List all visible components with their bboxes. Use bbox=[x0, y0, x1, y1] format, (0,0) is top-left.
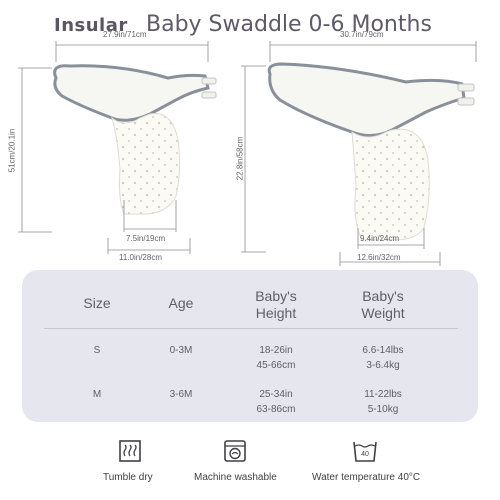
row-m-weight: 11-22lbs 5-10kg bbox=[343, 387, 423, 417]
header-height: Baby's Height bbox=[236, 288, 316, 322]
water-temperature-icon bbox=[353, 441, 377, 462]
row-s-height-in: 18-26in bbox=[259, 345, 293, 356]
row-m-age: 3-6M bbox=[169, 389, 193, 400]
swaddle-diagrams bbox=[18, 41, 477, 266]
washing-machine-icon bbox=[224, 440, 246, 462]
water-temperature-label: Water temperature 40°C bbox=[312, 472, 421, 483]
row-m-size: M bbox=[92, 389, 102, 400]
tumble-dry-icon bbox=[119, 440, 141, 462]
header-weight: Baby's Weight bbox=[343, 288, 423, 322]
row-s-age: 0-3M bbox=[169, 345, 193, 356]
header-age: Age bbox=[168, 295, 194, 311]
brand-logo: Insular bbox=[54, 15, 128, 36]
row-m-weight-lbs: 11-22lbs bbox=[364, 389, 402, 400]
row-s-size: S bbox=[93, 345, 101, 356]
medium-top-width-label: 30.7in/79cm bbox=[340, 30, 384, 39]
page-title: Baby Swaddle 0-6 Months bbox=[146, 12, 432, 37]
header-weight-line1: Baby's bbox=[362, 288, 404, 304]
medium-dimension-lines bbox=[241, 41, 477, 266]
small-top-width-label: 27.9in/71cm bbox=[103, 30, 147, 39]
temperature-badge: 40 bbox=[361, 451, 369, 458]
row-s-weight-lbs: 6.6-14lbs bbox=[362, 345, 404, 356]
header-height-line1: Baby's bbox=[255, 288, 297, 304]
row-s-weight: 6.6-14lbs 3-6.4kg bbox=[343, 343, 423, 373]
machine-washable-label: Machine washable bbox=[194, 472, 277, 483]
header-height-line2: Height bbox=[255, 305, 297, 321]
small-swaddle-illustration bbox=[53, 64, 217, 215]
small-bottom-width-label: 7.5in/19cm bbox=[126, 234, 166, 243]
table-divider bbox=[44, 328, 458, 329]
row-s-height-cm: 45-66cm bbox=[256, 360, 296, 371]
medium-swaddle-illustration bbox=[267, 62, 475, 241]
medium-side-width-label: 12.6in/32cm bbox=[357, 253, 401, 262]
small-side-width-label: 11.0in/28cm bbox=[119, 253, 162, 262]
header-weight-line2: Weight bbox=[361, 305, 405, 321]
size-chart-panel bbox=[22, 270, 478, 422]
row-m-height: 25-34in 63-86cm bbox=[236, 387, 316, 417]
medium-bottom-width-label: 9.4in/24cm bbox=[360, 234, 400, 243]
row-s-weight-kg: 3-6.4kg bbox=[366, 360, 400, 371]
row-m-height-in: 25-34in bbox=[259, 389, 293, 400]
small-dimension-lines bbox=[18, 41, 209, 254]
tumble-dry-label: Tumble dry bbox=[103, 472, 153, 483]
small-height-label: 51cm/20.1in bbox=[7, 128, 17, 173]
row-s-height: 18-26in 45-66cm bbox=[236, 343, 316, 373]
medium-height-label: 22.8in/58cm bbox=[235, 136, 245, 181]
row-m-weight-kg: 5-10kg bbox=[367, 404, 399, 415]
header-size: Size bbox=[83, 295, 111, 311]
row-m-height-cm: 63-86cm bbox=[256, 404, 296, 415]
